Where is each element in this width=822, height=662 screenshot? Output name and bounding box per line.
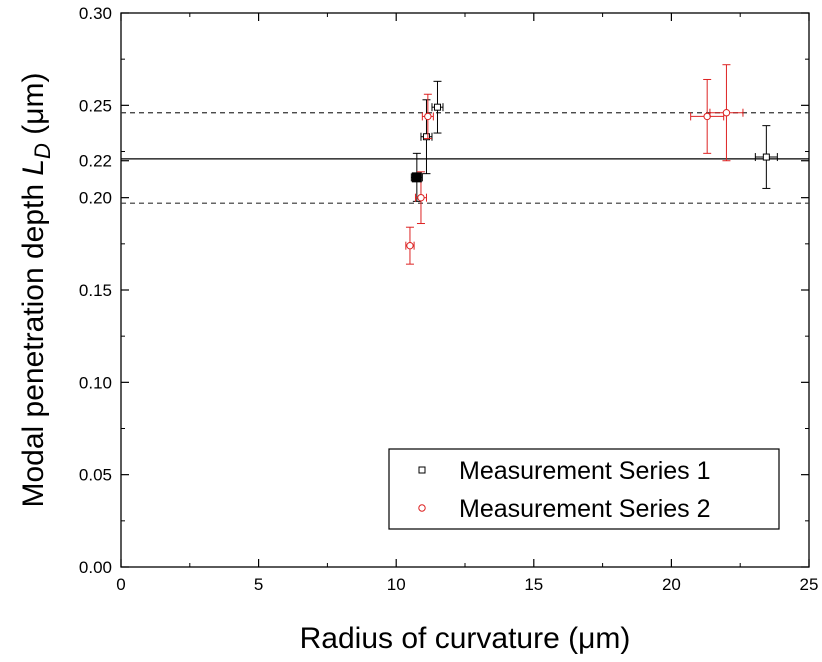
filled-square-marker [411,172,422,183]
square-marker [762,153,770,161]
x-tick-label: 5 [254,575,263,594]
circle-marker [417,193,425,202]
y-axis-title-subscript: D [30,143,55,159]
y-tick-label: 0.20 [79,189,112,208]
circle-marker [722,109,731,117]
x-axis-title: Radius of curvature (μm) [300,622,631,655]
y-tick-label: 0.22 [79,152,112,171]
y-tick-label: 0.05 [79,466,112,485]
series-2 [405,64,744,265]
x-tick-label: 25 [800,575,819,594]
circle-marker [703,112,711,121]
data-points [405,64,778,265]
y-tick-label: 0.10 [79,373,112,392]
y-tick-label: 0.15 [79,281,112,300]
y-tick-label: 0.00 [79,558,112,577]
series-1 [410,80,778,202]
square-marker [433,103,441,111]
circle-marker [406,241,414,250]
legend-marker-circle [418,504,426,512]
legend-box [388,448,780,530]
y-axis-title-main: Modal penetration depth [17,176,50,508]
y-axis-title: Modal penetration depth LD (μm) [17,72,55,507]
x-tick-label: 15 [524,575,543,594]
x-tick-label: 0 [116,575,125,594]
legend: Measurement Series 1 Measurement Series 2 [388,448,780,530]
y-axis-title-symbol: L [17,159,50,176]
reference-lines [121,112,809,204]
square-marker [422,133,430,141]
y-tick-label: 0.30 [79,4,112,23]
circle-marker [424,112,432,121]
legend-label: Measurement Series 1 [459,457,711,485]
legend-marker-square [418,466,426,474]
y-axis-title-unit: (μm) [17,72,50,143]
legend-label: Measurement Series 2 [459,495,711,523]
x-tick-label: 20 [662,575,681,594]
y-tick-label: 0.25 [79,96,112,115]
axes: 0 5 10 15 20 25 0.00 0.05 0.10 0.15 0.20 0.22 0.25 0.… [17,4,818,655]
x-tick-label: 10 [387,575,406,594]
